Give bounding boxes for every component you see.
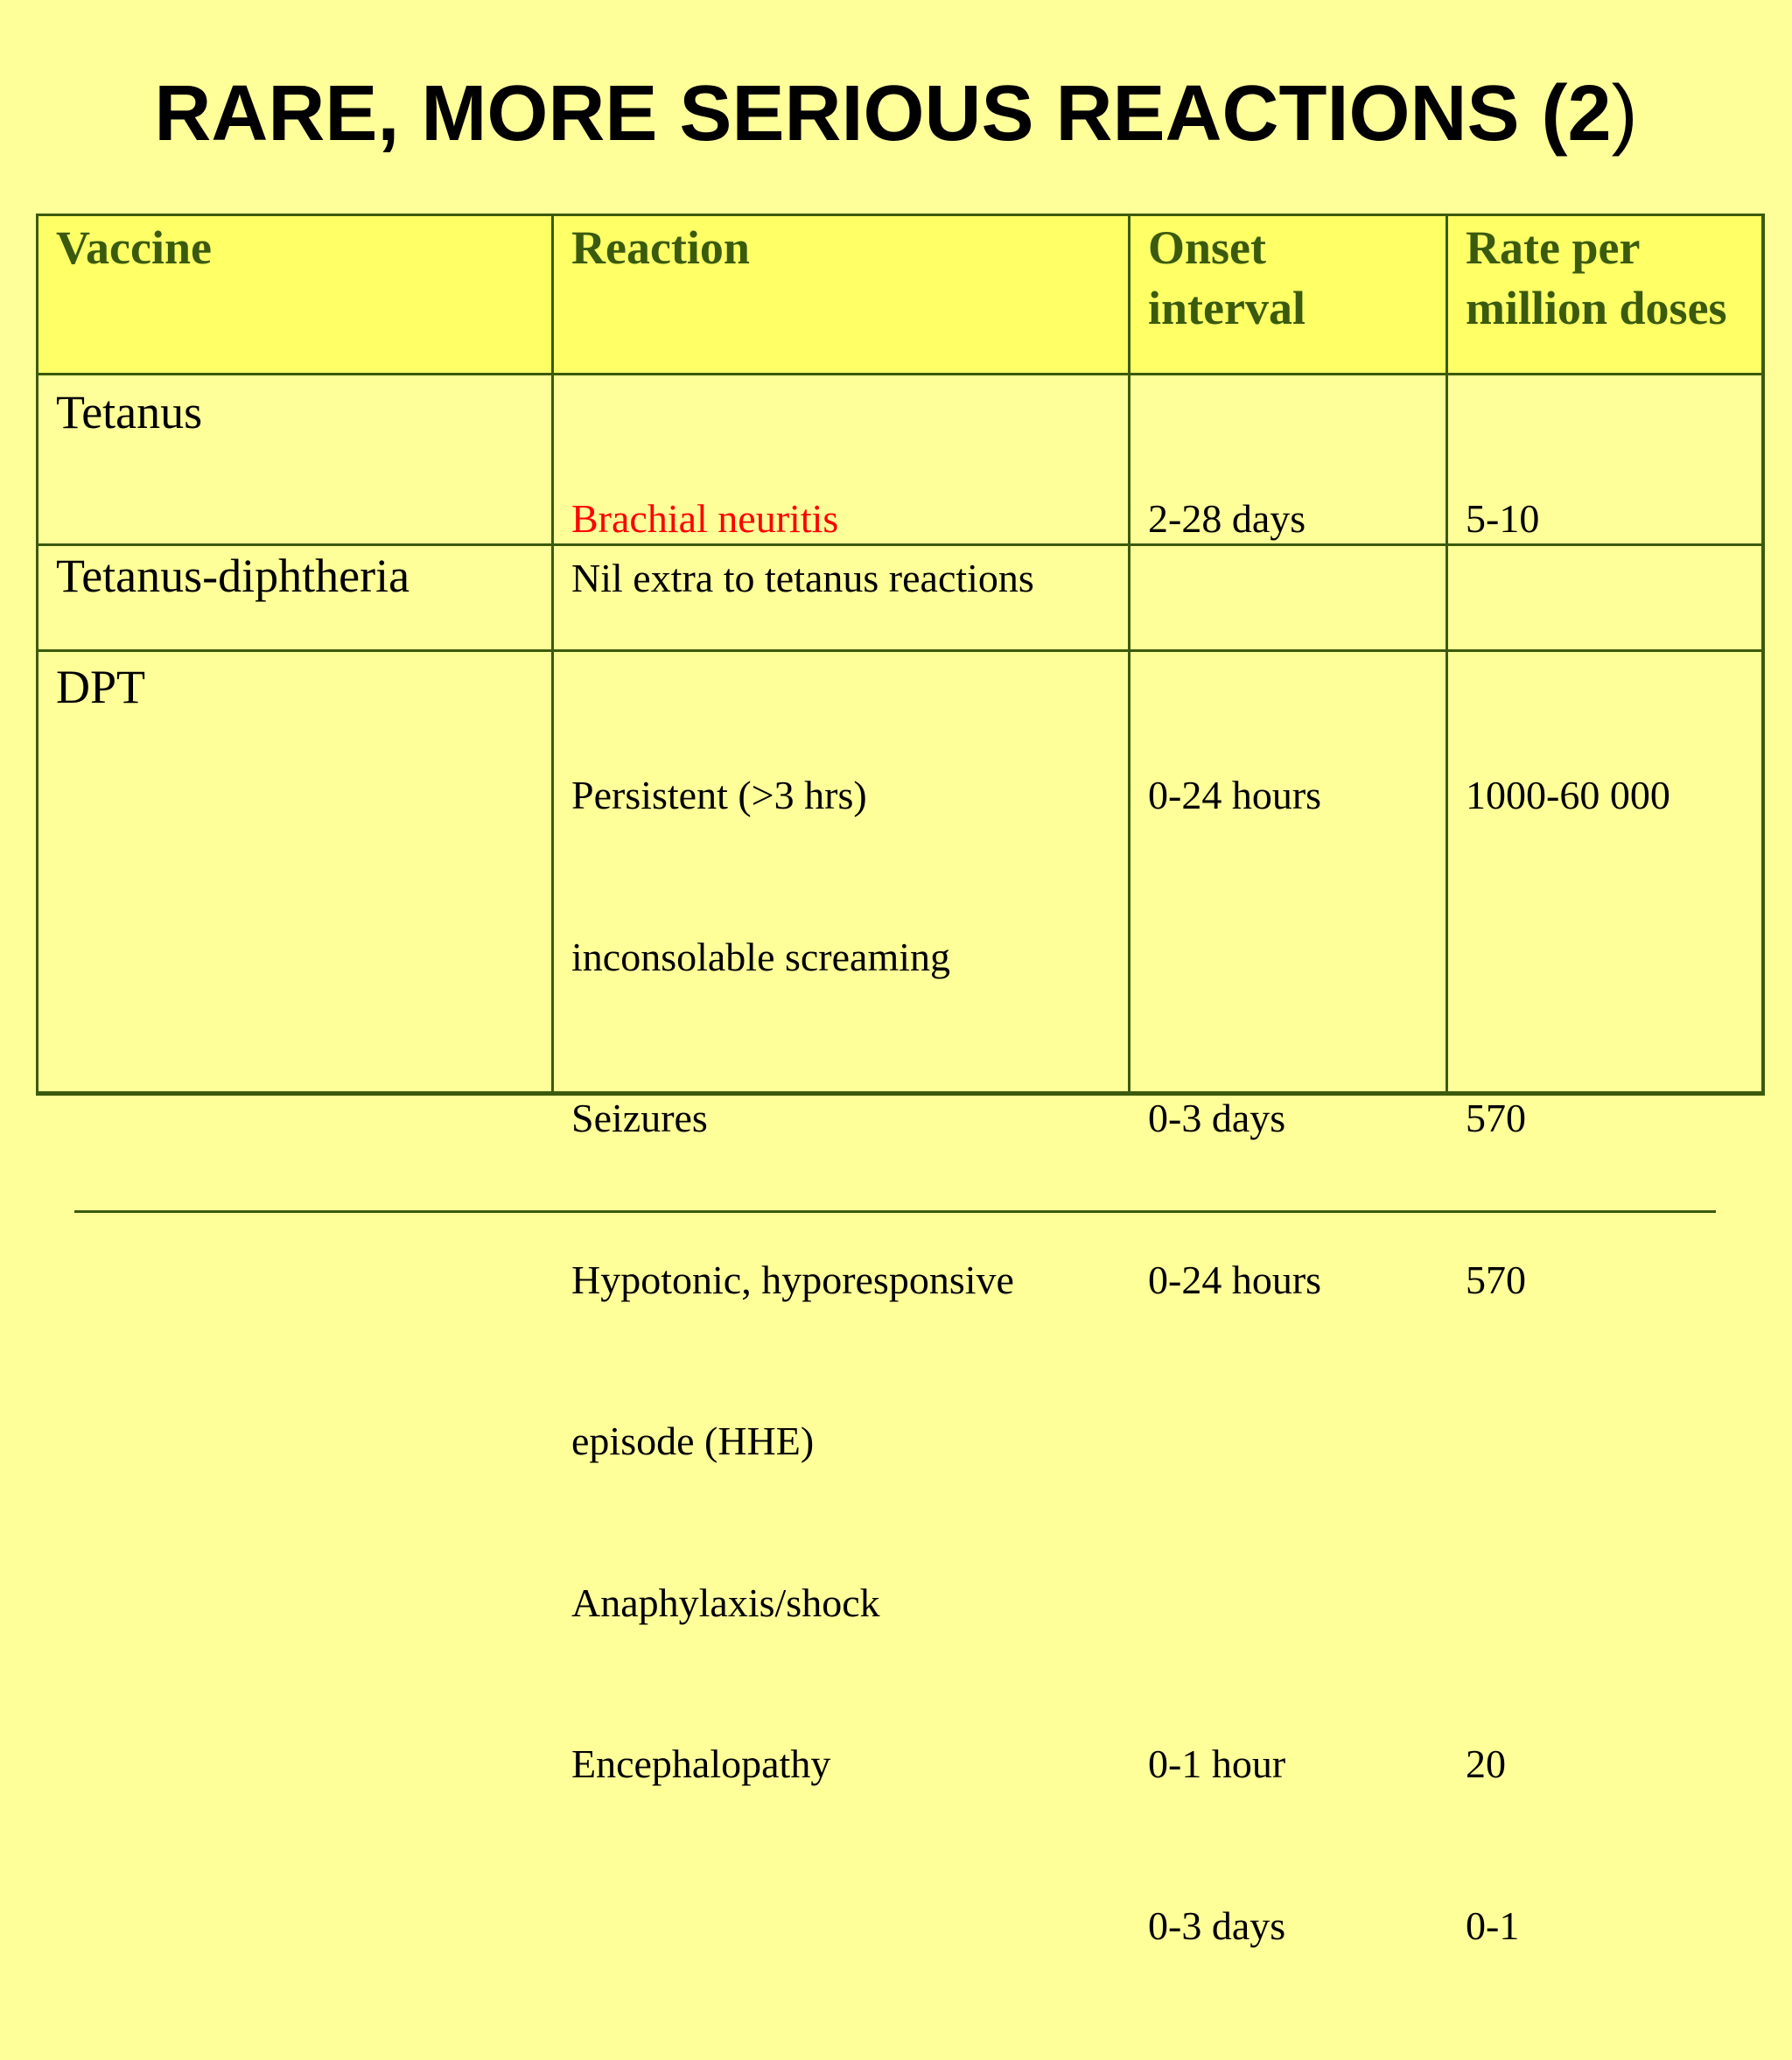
header-cell-onset: Onset interval [1130, 216, 1448, 375]
rate-item [1466, 1576, 1761, 1630]
row-td-rate-cell [1448, 546, 1761, 652]
row-tetanus-reaction-cell: Brachial neuritis Anaphylaxis Sterile ab… [554, 375, 1130, 864]
header-vaccine: Vaccine [56, 221, 212, 274]
rate-item: 20 [1466, 1741, 1506, 1786]
header-rate-line2: million doses [1466, 282, 1727, 334]
onset-item [1148, 1414, 1446, 1468]
reaction-item: episode (HHE) [571, 1419, 815, 1463]
row-dpt-reaction-cell: Persistent (>3 hrs) inconsolable screami… [554, 652, 1130, 1786]
reaction-item: Nil extra to tetanus reactions [571, 556, 1034, 600]
row-dpt-vaccine-cell: DPT [38, 652, 554, 1091]
reaction-item: Anaphylaxis/shock [571, 1580, 880, 1625]
reaction-item: Persistent (>3 hrs) [571, 773, 867, 817]
onset-list: 0-24 hours 0-3 days 0-24 hours 0-1 hour … [1148, 652, 1446, 2060]
row-dpt-onset-cell: 0-24 hours 0-3 days 0-24 hours 0-1 hour … [1130, 652, 1448, 1948]
row-tetanus-onset-cell: 2-28 days 0-1 hour 1-6 weeks [1130, 375, 1448, 864]
rate-list: 1000-60 000 570 570 20 0-1 [1466, 652, 1761, 2060]
onset-item: 0-24 hours [1148, 1257, 1322, 1302]
header-rate-line1: Rate per [1466, 221, 1641, 274]
header-onset-line1: Onset [1148, 221, 1266, 274]
slide-title-close-paren: ) [1611, 70, 1638, 158]
row-td-onset-cell [1130, 546, 1448, 652]
reaction-item: inconsolable screaming [571, 934, 951, 979]
header-onset: Onset interval [1148, 216, 1446, 339]
onset-item: 0-3 days [1148, 1902, 1286, 1948]
vaccine-reactions-table: Vaccine Reaction Onset interval Rate per… [36, 214, 1765, 1948]
onset-item: 2-28 days [1148, 496, 1306, 541]
header-reaction: Reaction [571, 221, 750, 274]
header-onset-line2: interval [1148, 282, 1306, 334]
reaction-item: Seizures [571, 1096, 708, 1140]
vaccine-name: Tetanus [56, 386, 203, 438]
header-cell-vaccine: Vaccine [38, 216, 554, 375]
reaction-item: Encephalopathy [571, 1741, 831, 1786]
reaction-item-highlighted: Brachial neuritis [571, 496, 839, 541]
rate-item [1466, 1414, 1761, 1468]
rate-item: 570 [1466, 1096, 1526, 1140]
rate-item: 0-1 [1466, 1902, 1520, 1948]
row-td-reaction-cell: Nil extra to tetanus reactions [554, 546, 1130, 652]
header-cell-rate: Rate per million doses [1448, 216, 1761, 375]
rate-item: 1000-60 000 [1466, 773, 1670, 817]
rate-item: 570 [1466, 1257, 1526, 1302]
slide-title-text: RARE, MORE SERIOUS REACTIONS (2 [154, 70, 1612, 158]
onset-item: 0-3 days [1148, 1096, 1286, 1140]
onset-item [1148, 930, 1446, 984]
row-tetanus-vaccine-cell: Tetanus [38, 375, 554, 546]
footer-divider [74, 1210, 1716, 1213]
onset-item: 0-24 hours [1148, 773, 1322, 817]
header-rate: Rate per million doses [1466, 216, 1761, 339]
vaccine-name: Tetanus-diphtheria [56, 550, 410, 602]
reaction-item: Hypotonic, hyporesponsive [571, 1257, 1014, 1302]
rate-item: 5-10 [1466, 496, 1540, 541]
vaccine-name: DPT [56, 661, 146, 713]
reaction-item [571, 1899, 1128, 1953]
row-tetanus-rate-cell: 5-10 1-6 6-10 [1448, 375, 1761, 864]
header-cell-reaction: Reaction [554, 216, 1130, 375]
row-dpt-rate-cell: 1000-60 000 570 570 20 0-1 [1448, 652, 1761, 1948]
onset-item: 0-1 hour [1148, 1741, 1286, 1786]
row-td-vaccine-cell: Tetanus-diphtheria [38, 546, 554, 652]
reaction-list: Persistent (>3 hrs) inconsolable screami… [571, 652, 1128, 2060]
rate-item [1466, 930, 1761, 984]
onset-item [1148, 1576, 1446, 1630]
slide-title: RARE, MORE SERIOUS REACTIONS (2) [0, 70, 1792, 158]
